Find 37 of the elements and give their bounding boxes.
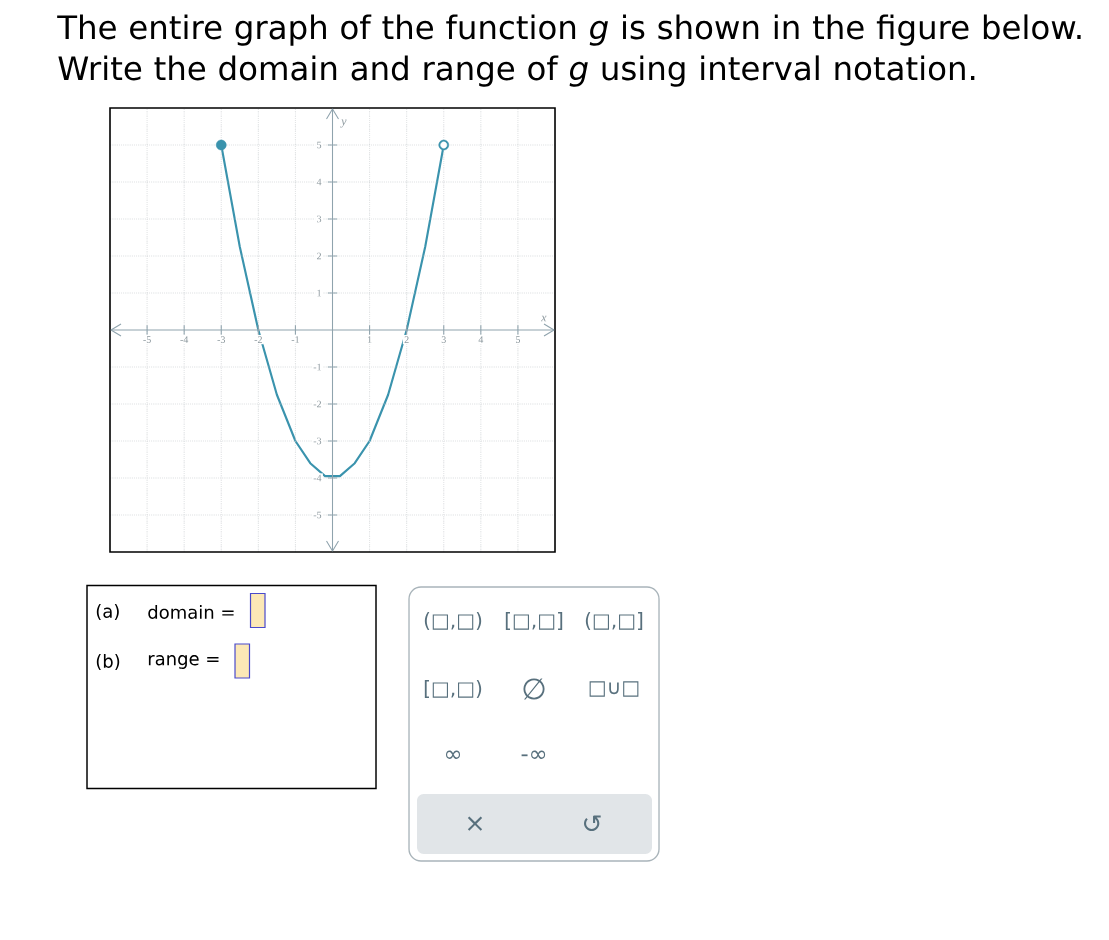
- text: ∅: [523, 678, 545, 700]
- x-tick-label: 1: [367, 336, 372, 343]
- y-tick-label: -3: [313, 437, 322, 445]
- text: (b): [96, 653, 120, 671]
- text: ∞: [445, 750, 461, 759]
- y-tick-label: 3: [317, 215, 322, 223]
- text: ×: [467, 816, 483, 831]
- y-tick-label: -1: [313, 363, 321, 371]
- x-tick-label: -1: [291, 336, 299, 343]
- y-tick-label: 5: [317, 141, 322, 149]
- text: □∪□: [589, 681, 639, 697]
- x-tick-label: -5: [143, 336, 151, 343]
- text: -∞: [521, 750, 546, 759]
- chart-title: The entire graph of the function g is shown in the figure below. Write the domain and range of g using interval notation.: [57, 14, 1081, 87]
- text: (a): [96, 603, 119, 621]
- y-tick-label: -5: [313, 511, 322, 519]
- y-axis-title: y: [340, 119, 347, 128]
- x-tick-label: 4: [478, 336, 484, 343]
- text: ↺: [584, 815, 601, 832]
- text: [□,□): [424, 680, 482, 698]
- x-tick-label: 2: [404, 336, 409, 343]
- y-tick-label: -4: [313, 474, 322, 482]
- x-tick-label: -2: [254, 336, 262, 343]
- x-axis-title: x: [541, 315, 547, 322]
- x-tick-label: 5: [516, 336, 521, 343]
- text: [□,□]: [505, 612, 563, 630]
- text: range =: [148, 655, 219, 669]
- x-tick-label: 3: [441, 336, 446, 343]
- text: (□,□]: [585, 612, 643, 630]
- x-tick-label: -4: [180, 336, 189, 343]
- y-tick-label: -2: [313, 400, 322, 408]
- y-tick-label: 1: [317, 289, 321, 297]
- text: domain =: [148, 605, 234, 619]
- y-tick-label: 2: [317, 252, 322, 260]
- y-tick-label: 4: [316, 178, 322, 186]
- text: (□,□): [424, 612, 482, 630]
- x-tick-label: -3: [217, 336, 226, 343]
